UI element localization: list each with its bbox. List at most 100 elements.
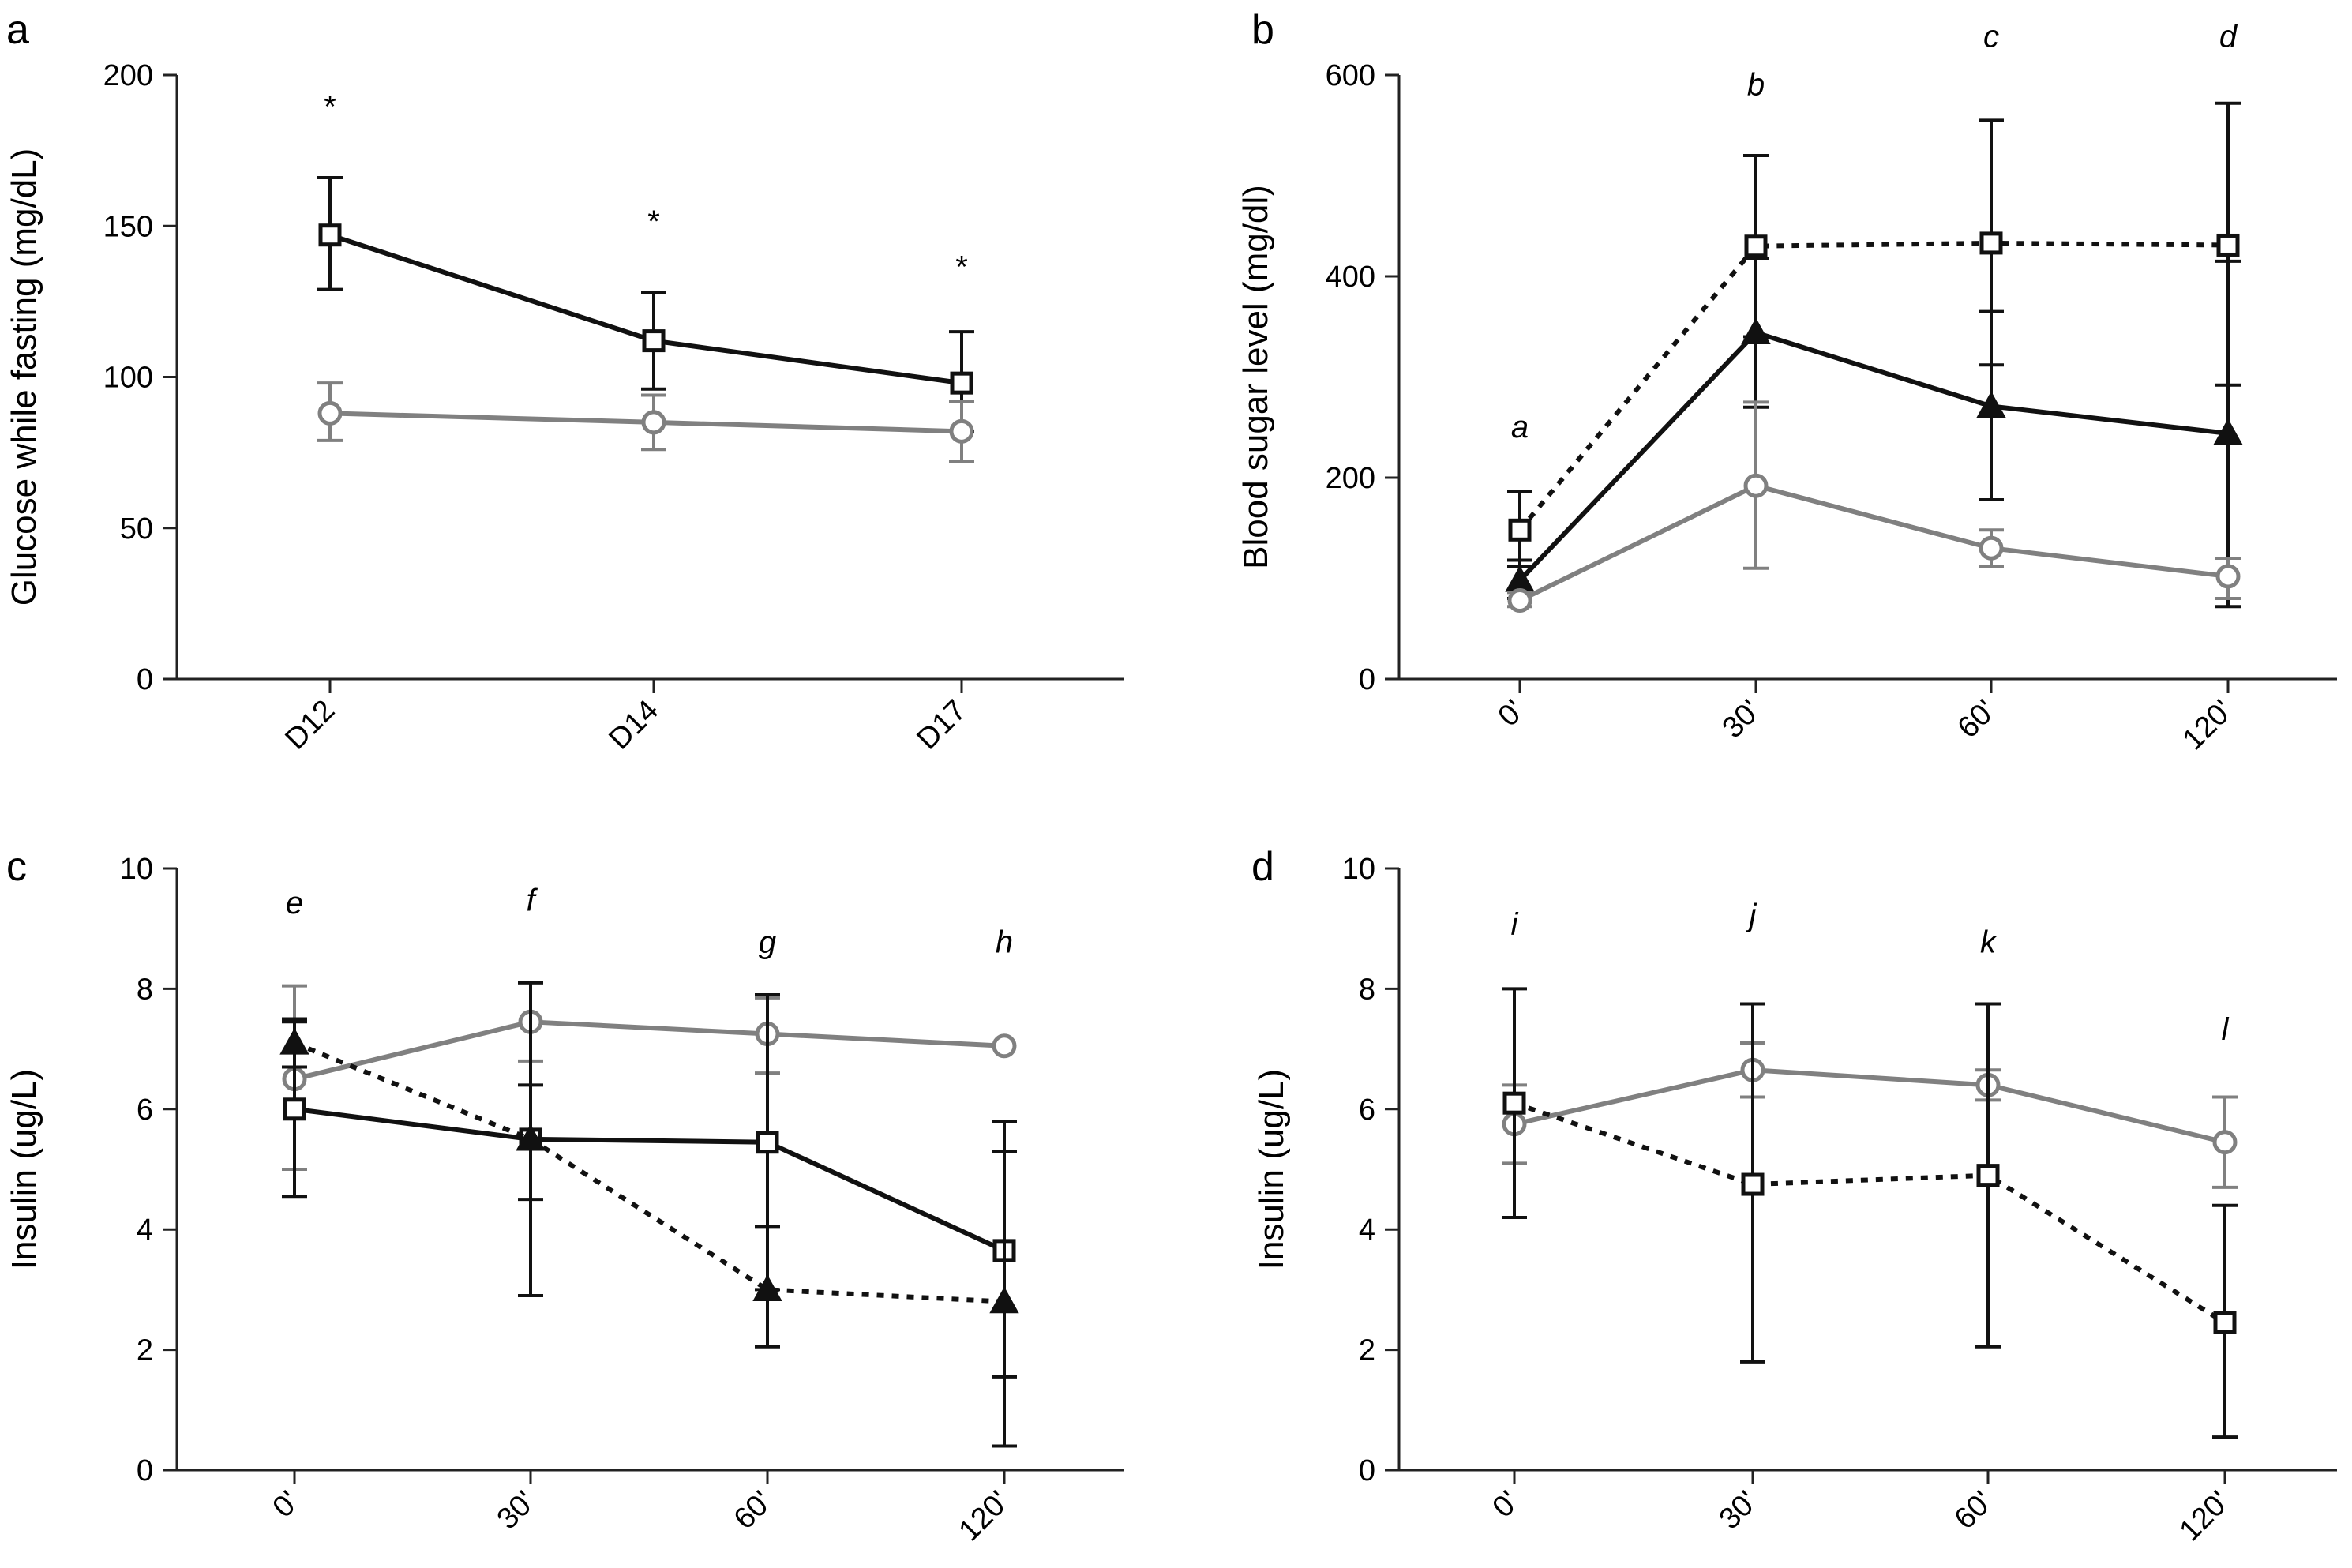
y-tick-label: 400 — [1326, 261, 1375, 294]
chart-panel-a: a 0 50 100 150 200 D12 D14 D17 Glucose while fast… — [5, 7, 1124, 756]
y-tick-label: 4 — [1359, 1214, 1375, 1247]
data-point-square — [2216, 233, 2240, 257]
data-point-triangle — [1741, 317, 1771, 344]
data-point-square — [1744, 234, 1768, 258]
y-tick-label: 150 — [103, 210, 153, 243]
y-tick-label: 600 — [1326, 59, 1375, 92]
panel-letter: a — [6, 7, 29, 53]
annotation-label: h — [996, 925, 1013, 960]
y-tick-label: 4 — [137, 1214, 153, 1247]
y-tick-label: 0 — [137, 663, 153, 696]
data-point-square — [1508, 518, 1532, 542]
data-point-square — [1979, 231, 2003, 255]
x-tick-label: D14 — [602, 694, 665, 756]
data-point-circle — [1743, 473, 1769, 498]
data-point-circle — [949, 418, 974, 444]
y-tick-label: 10 — [1342, 853, 1375, 886]
series-2 — [1507, 400, 2241, 613]
series-line — [1517, 240, 2229, 532]
series-line — [1514, 1067, 2226, 1145]
data-point-circle — [641, 410, 666, 435]
data-point-triangle — [1976, 391, 2006, 418]
y-tick-label: 10 — [120, 853, 153, 886]
y-tick-label: 8 — [1359, 973, 1375, 1006]
series-line — [1517, 330, 2229, 583]
data-point-triangle — [516, 1123, 546, 1151]
data-point-square — [1976, 1164, 2000, 1187]
y-tick-label: 2 — [1359, 1334, 1375, 1367]
y-tick-label: 200 — [103, 59, 153, 92]
data-point-circle — [1507, 588, 1532, 613]
x-tick-label: D12 — [279, 694, 341, 756]
x-tick-label: D17 — [910, 694, 973, 756]
y-tick-label: 6 — [1359, 1093, 1375, 1127]
y-axis-title: Insulin (ug/L) — [5, 1069, 43, 1270]
series-0 — [317, 176, 974, 433]
x-tick-label: 0' — [267, 1485, 306, 1525]
chart-panel-c: c 0 2 4 6 8 10 0' 30' 60' 120' Insulin (ug/L) e f g h — [5, 844, 1124, 1547]
series-1 — [1505, 257, 2243, 609]
annotation-label: * — [955, 249, 968, 284]
series-1 — [282, 993, 1017, 1379]
x-tick-label: 60' — [1949, 1485, 2000, 1536]
data-point-triangle — [989, 1286, 1019, 1314]
y-axis-title: Insulin (ug/L) — [1252, 1069, 1291, 1270]
annotation-label: c — [1983, 19, 1999, 54]
y-tick-label: 2 — [137, 1334, 153, 1367]
data-point-triangle — [752, 1274, 782, 1301]
data-point-square — [2213, 1311, 2237, 1334]
annotation-label: k — [1980, 925, 1998, 960]
chart-panel-b: b 0 200 400 600 0' 30' 60' 120' Blood sugar level… — [1236, 7, 2337, 756]
x-tick-label: 30' — [1713, 1485, 1765, 1536]
series-line — [1518, 483, 2229, 603]
series-line — [293, 1041, 1005, 1304]
data-point-square — [1741, 1172, 1765, 1196]
data-point-circle — [1979, 535, 2004, 561]
annotation-label: j — [1746, 898, 1757, 932]
annotation-label: l — [2222, 1012, 2230, 1047]
data-point-circle — [2215, 564, 2241, 589]
series-line — [294, 1106, 1006, 1253]
annotation-label: g — [759, 925, 776, 960]
x-tick-label: 0' — [1487, 1485, 1526, 1525]
data-point-square — [1502, 1091, 1526, 1115]
panel-letter: c — [6, 844, 27, 890]
data-point-circle — [992, 1033, 1017, 1059]
series-0 — [1502, 1041, 2238, 1189]
annotation-label: * — [324, 90, 336, 125]
annotation-label: b — [1747, 68, 1765, 103]
data-point-square — [950, 371, 973, 395]
series-line — [294, 1019, 1005, 1082]
chart-panel-d: d 0 2 4 6 8 10 0' 30' 60' 120' Insulin (ug/L) i j k l — [1251, 844, 2337, 1547]
series-2 — [279, 981, 1019, 1448]
annotation-label: f — [526, 883, 538, 917]
annotation-label: d — [2219, 19, 2238, 54]
x-tick-label: 60' — [1952, 694, 2003, 745]
x-tick-label: 60' — [728, 1485, 779, 1536]
y-tick-label: 0 — [137, 1454, 153, 1487]
annotation-label: * — [647, 204, 660, 239]
data-point-square — [318, 223, 342, 247]
annotation-label: e — [286, 886, 303, 921]
data-point-triangle — [279, 1027, 309, 1055]
annotation-label: i — [1511, 907, 1519, 942]
x-tick-label: 120' — [953, 1485, 1016, 1548]
x-tick-label: 0' — [1492, 694, 1532, 733]
data-point-circle — [2212, 1130, 2238, 1155]
data-point-triangle — [2213, 418, 2243, 445]
data-point-circle — [317, 400, 343, 426]
y-tick-label: 200 — [1326, 462, 1375, 495]
x-tick-label: 120' — [2174, 1485, 2237, 1548]
x-tick-label: 30' — [491, 1485, 542, 1536]
panel-letter: b — [1251, 7, 1274, 53]
y-tick-label: 0 — [1359, 1454, 1375, 1487]
x-tick-label: 30' — [1716, 694, 1768, 745]
series-0 — [1507, 101, 2241, 568]
annotation-label: a — [1511, 410, 1529, 445]
series-1 — [1502, 987, 2238, 1439]
x-tick-label: 120' — [2177, 694, 2240, 757]
series-line — [1514, 1101, 2226, 1325]
panel-letter: d — [1251, 844, 1274, 890]
y-tick-label: 100 — [103, 362, 153, 395]
